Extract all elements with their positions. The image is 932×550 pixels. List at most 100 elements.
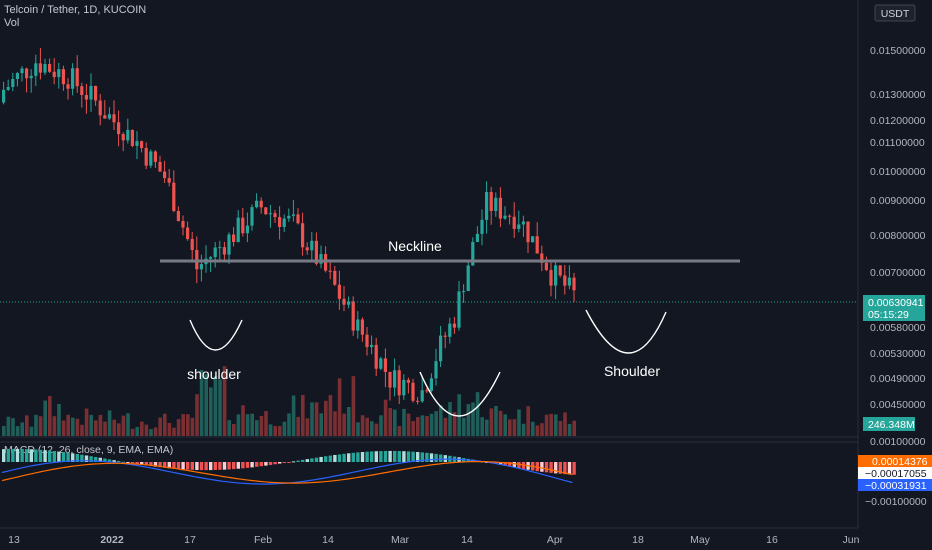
time-tick-label: 18: [632, 534, 644, 546]
price-tick-label: 0.00700000: [870, 267, 926, 279]
candle-body: [508, 215, 512, 217]
macd-histogram-value: 0.00014376: [872, 456, 928, 468]
macd-hist-bar: [429, 453, 434, 462]
macd-hist-bar: [305, 459, 309, 462]
macd-axis-tick: −0.00100000: [865, 496, 927, 508]
candle-body: [466, 265, 470, 292]
volume-bar: [273, 425, 277, 436]
candle-body: [291, 214, 295, 216]
volume-bar: [98, 414, 103, 436]
candle-body: [43, 64, 47, 73]
macd-hist-bar: [6, 449, 10, 462]
macd-signal-badge: [858, 479, 932, 491]
candle-body: [186, 227, 190, 240]
volume-bar: [356, 422, 360, 436]
macd-hist-bar: [319, 456, 323, 462]
volume-bar: [554, 414, 558, 436]
volume-bar: [383, 399, 388, 436]
time-tick-label: 2022: [100, 534, 124, 546]
candle-body: [135, 141, 139, 146]
price-axis-ticks: 0.01500000 0.01300000 0.01200000 0.01100000…: [870, 45, 926, 448]
macd-hist-bar: [66, 452, 70, 462]
candle-body: [222, 247, 226, 255]
macd-signal-value: −0.00031931: [865, 480, 927, 492]
macd-hist-bar: [558, 462, 562, 474]
candle-body: [255, 200, 259, 208]
volume-bar: [342, 413, 346, 436]
candle-body: [34, 63, 38, 76]
macd-hist-bar: [34, 449, 38, 462]
current-price-value: 0.00630941: [868, 297, 924, 309]
macd-hist-bar: [572, 462, 576, 475]
volume-bar: [503, 414, 507, 436]
volume-bar: [549, 413, 553, 436]
volume-bar: [448, 402, 452, 436]
macd-hist-bar: [287, 462, 291, 463]
candle-body: [29, 75, 33, 79]
volume-bar: [186, 414, 190, 436]
volume-bar: [245, 414, 250, 436]
unit-button[interactable]: [874, 4, 916, 22]
macd-hist-bar: [434, 453, 438, 462]
candle-body: [489, 192, 493, 212]
macd-hist-bar: [402, 451, 406, 462]
volume-bar: [462, 417, 466, 436]
time-tick-label: Jun: [843, 534, 860, 546]
volume-bar: [167, 422, 172, 436]
candle-body: [512, 216, 516, 229]
candle-body: [425, 390, 429, 392]
candle-body: [429, 378, 433, 391]
volume-bar: [535, 425, 540, 436]
volume-bar: [121, 415, 126, 436]
volume-bar: [370, 421, 374, 436]
macd-hist-bar: [567, 462, 572, 475]
candle-body: [526, 221, 530, 243]
candle-body: [434, 361, 438, 379]
macd-hist-bar: [38, 449, 43, 462]
time-tick-label: 17: [184, 534, 196, 546]
candle-body: [457, 291, 461, 328]
candle-body: [397, 370, 401, 396]
volume-bar: [402, 408, 406, 436]
unit-button-label[interactable]: USDT: [881, 8, 910, 20]
candle-body: [71, 68, 75, 89]
macd-hist-bar: [310, 458, 314, 462]
volume-bar: [411, 421, 415, 436]
volume-bar: [296, 416, 300, 436]
volume-bar: [241, 405, 245, 436]
volume-bar: [544, 414, 549, 436]
macd-hist-bar: [554, 462, 558, 474]
candle-body: [544, 262, 548, 270]
price-tick-label: 0.01500000: [870, 45, 926, 57]
macd-hist-bar: [365, 451, 369, 462]
volume-bar: [112, 419, 116, 436]
macd-hist-bar: [213, 462, 217, 471]
neckline-label: Neckline: [388, 238, 442, 254]
candle-body: [443, 335, 447, 337]
macd-hist-bar: [61, 452, 66, 462]
macd-hist-bar: [549, 462, 553, 473]
macd-hist-bar: [370, 451, 374, 462]
macd-hist-bar: [75, 454, 79, 462]
volume-bar: [301, 394, 305, 436]
candle-body: [540, 253, 544, 263]
macd-hist-bar: [43, 450, 47, 462]
volume-bar: [264, 411, 268, 436]
volume-bar: [117, 423, 121, 436]
volume-badge: [863, 417, 915, 431]
chart-title: Telcoin / Tether, 1D, KUCOIN: [4, 4, 147, 16]
volume-bar: [29, 426, 34, 436]
candle-body: [232, 234, 236, 242]
candle-body: [57, 69, 61, 78]
volume-bar: [287, 413, 291, 436]
macd-hist-bar: [383, 450, 388, 462]
volume-bar: [420, 415, 425, 436]
candle-body: [393, 370, 397, 388]
candle-body: [213, 247, 217, 258]
macd-hist-bar: [57, 451, 61, 462]
volume-bar: [540, 423, 544, 436]
macd-hist-bar: [337, 454, 342, 462]
volume-bar: [6, 416, 11, 436]
volume-bar: [66, 414, 70, 436]
